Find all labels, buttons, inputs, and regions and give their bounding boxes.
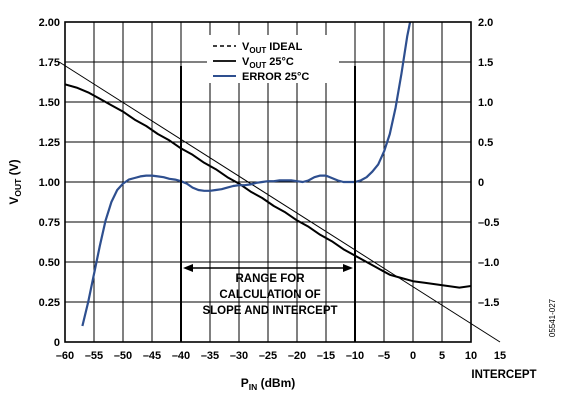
x-tick-label: –55 xyxy=(85,350,103,362)
x-tick-label: 0 xyxy=(410,350,416,362)
y2-tick-label: 1.5 xyxy=(478,57,493,69)
plot-frame xyxy=(64,21,472,343)
y2-tick-label: 2.0 xyxy=(478,17,493,29)
x-tick-label: 5 xyxy=(439,350,445,362)
x-tick-label: –40 xyxy=(172,350,190,362)
x-tick-label: –30 xyxy=(230,350,248,362)
x-tick-label: –35 xyxy=(201,350,219,362)
y-tick-label: 1.50 xyxy=(39,97,60,109)
y2-tick-label: –1.0 xyxy=(478,257,499,269)
x-tick-label: –50 xyxy=(114,350,132,362)
range-text-line-3: SLOPE AND INTERCEPT xyxy=(202,305,337,317)
series-error-25c xyxy=(81,22,412,327)
y-tick-label: 0.25 xyxy=(39,297,60,309)
y-tick-label: 0 xyxy=(54,337,60,349)
x-tick-label: –20 xyxy=(288,350,306,362)
range-text-line-1: RANGE FOR xyxy=(236,273,306,285)
y2-tick-label: 1.0 xyxy=(478,97,493,109)
y-tick-label: 0.75 xyxy=(39,217,60,229)
x-tick-label: 10 xyxy=(465,350,477,362)
y-tick-label: 1.25 xyxy=(39,137,60,149)
intercept-label: INTERCEPT xyxy=(471,369,536,381)
legend-label-vout: VOUT 25°C xyxy=(242,56,294,70)
y2-tick-label: –1.5 xyxy=(478,297,499,309)
x-tick-label: –15 xyxy=(317,350,335,362)
legend: VOUT IDEAL VOUT 25°C ERROR 25°C xyxy=(207,35,339,83)
tick-labels: –60 –55 –50 –45 –40 –35 –30 –25 –20 –15 –10 –5 0 5 10 1… xyxy=(39,17,507,362)
series-vout-25c xyxy=(65,83,471,289)
x-tick-label: –10 xyxy=(346,350,364,362)
arrowhead-right xyxy=(343,264,353,272)
arrowhead-left xyxy=(183,264,193,272)
y-tick-label: 1.75 xyxy=(39,57,60,69)
y-tick-label: 2.00 xyxy=(39,17,60,29)
range-text-line-2: CALCULATION OF xyxy=(219,289,320,301)
legend-label-error: ERROR 25°C xyxy=(242,71,309,83)
x-axis-title: PIN (dBm) xyxy=(241,376,296,392)
y-tick-label: 0.50 xyxy=(39,257,60,269)
x-tick-label: –45 xyxy=(143,350,161,362)
y-axis-title: VOUT (V) xyxy=(7,159,23,204)
y2-tick-label: 0.5 xyxy=(478,137,493,149)
y-tick-label: 1.00 xyxy=(39,177,60,189)
x-tick-label: –5 xyxy=(378,350,390,362)
figure-number: 05541-027 xyxy=(548,298,557,337)
y2-tick-label: 0 xyxy=(478,177,484,189)
legend-label-ideal: VOUT IDEAL xyxy=(242,41,303,55)
x-tick-label: –60 xyxy=(56,350,74,362)
series-vout-ideal xyxy=(58,61,501,343)
y2-tick-label: –0.5 xyxy=(478,217,499,229)
x-tick-label: –25 xyxy=(259,350,277,362)
chart-marks xyxy=(58,22,501,343)
x-tick-label: 15 xyxy=(494,350,506,362)
range-annotation: RANGE FOR CALCULATION OF SLOPE AND INTER… xyxy=(180,66,356,342)
